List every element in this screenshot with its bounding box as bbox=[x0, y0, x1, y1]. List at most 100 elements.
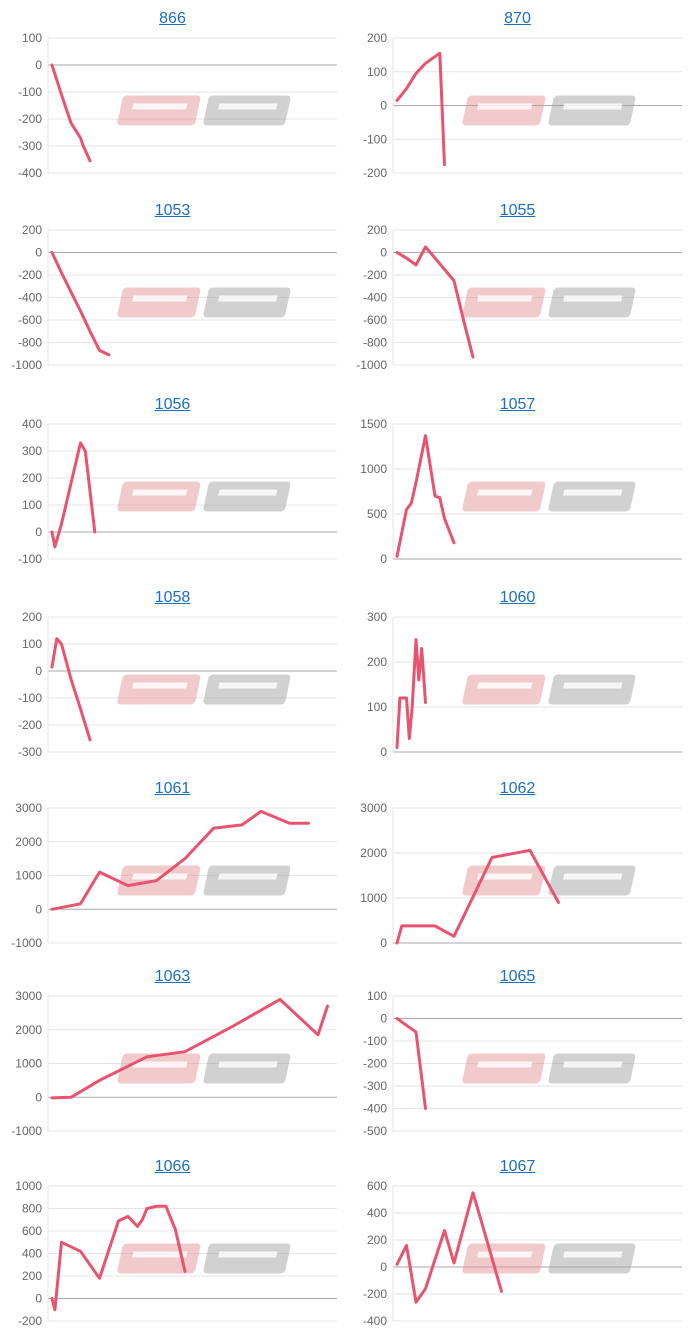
y-tick-label: 3000 bbox=[15, 989, 42, 1003]
y-tick-label: 0 bbox=[35, 246, 42, 260]
chart-1056: 1056 400 300 200 100 0 -100 bbox=[0, 386, 345, 576]
y-tick-label: 400 bbox=[367, 1206, 387, 1220]
chart-1066: 1066 1000 800 600 400 200 0 -200 bbox=[0, 1148, 345, 1338]
chart-title-link[interactable]: 870 bbox=[504, 10, 531, 27]
watermark-logo bbox=[462, 287, 636, 318]
watermark-logo bbox=[117, 674, 291, 705]
chart-866: 866 100 0 -100 -200 -300 -400 bbox=[0, 0, 345, 190]
watermark-logo bbox=[462, 865, 636, 896]
y-tick-label: -100 bbox=[18, 691, 42, 705]
y-tick-label: 300 bbox=[367, 610, 387, 624]
series-line bbox=[395, 848, 560, 945]
y-tick-label: 200 bbox=[367, 1233, 387, 1247]
y-tick-label: 3000 bbox=[360, 801, 387, 815]
series-line bbox=[50, 997, 329, 1100]
watermark-shape bbox=[218, 295, 278, 302]
watermark-logo bbox=[462, 95, 636, 126]
chart-plot: 200 0 -200 -400 -600 -800 -1000 bbox=[11, 223, 337, 372]
y-tick-label: -400 bbox=[18, 291, 42, 305]
y-tick-label: 100 bbox=[22, 31, 42, 45]
y-tick-label: 100 bbox=[22, 637, 42, 651]
chart-plot: 100 0 -100 -200 -300 -400 -500 bbox=[363, 989, 682, 1138]
chart-plot: 400 300 200 100 0 -100 bbox=[18, 417, 337, 566]
y-tick-label: 1000 bbox=[15, 1179, 42, 1193]
watermark-logo bbox=[117, 1243, 291, 1274]
y-tick-label: 1000 bbox=[15, 869, 42, 883]
chart-title-link[interactable]: 1065 bbox=[499, 968, 536, 985]
y-tick-label: 400 bbox=[22, 417, 42, 431]
chart-title-link[interactable]: 1063 bbox=[154, 968, 191, 985]
y-tick-label: 100 bbox=[367, 65, 387, 79]
chart-title-link[interactable]: 1066 bbox=[154, 1158, 191, 1175]
chart-title-link[interactable]: 1067 bbox=[499, 1158, 536, 1175]
chart-title-link[interactable]: 1055 bbox=[499, 202, 536, 219]
chart-title-link[interactable]: 1060 bbox=[499, 589, 536, 606]
y-tick-label: 2000 bbox=[15, 1023, 42, 1037]
chart-plot: 1000 800 600 400 200 0 -200 bbox=[15, 1179, 337, 1328]
watermark-shape bbox=[218, 1061, 278, 1068]
chart-title-link[interactable]: 1057 bbox=[499, 396, 536, 413]
y-tick-label: -400 bbox=[363, 1102, 387, 1116]
y-tick-label: -100 bbox=[363, 1034, 387, 1048]
y-tick-label: 2000 bbox=[15, 835, 42, 849]
y-tick-label: -100 bbox=[18, 552, 42, 566]
chart-title-link[interactable]: 1061 bbox=[154, 780, 191, 797]
watermark-shape bbox=[563, 489, 623, 496]
chart-title-link[interactable]: 1053 bbox=[154, 202, 191, 219]
y-tick-label: 400 bbox=[22, 1247, 42, 1261]
watermark-shape bbox=[563, 682, 623, 689]
watermark-shape bbox=[548, 95, 636, 126]
watermark-shape bbox=[203, 1053, 291, 1084]
y-tick-label: 600 bbox=[22, 1224, 42, 1238]
series-line bbox=[395, 51, 446, 167]
y-tick-label: 0 bbox=[35, 1292, 42, 1306]
watermark-shape bbox=[477, 1251, 533, 1258]
y-tick-label: 2000 bbox=[360, 846, 387, 860]
y-tick-label: 1500 bbox=[360, 417, 387, 431]
y-tick-label: 0 bbox=[35, 1090, 42, 1104]
y-tick-label: -800 bbox=[363, 336, 387, 350]
y-tick-label: 0 bbox=[380, 552, 387, 566]
chart-1057: 1057 1500 1000 500 0 bbox=[345, 386, 690, 576]
watermark-shape bbox=[203, 865, 291, 896]
chart-plot: 600 400 200 0 -200 -400 bbox=[363, 1179, 682, 1328]
y-tick-label: 200 bbox=[22, 610, 42, 624]
watermark-shape bbox=[117, 95, 201, 126]
chart-plot: 200 0 -200 -400 -600 -800 -1000 bbox=[356, 223, 682, 372]
chart-title-link[interactable]: 1062 bbox=[499, 780, 536, 797]
chart-plot: 200 100 0 -100 -200 bbox=[363, 31, 682, 180]
chart-title-link[interactable]: 1058 bbox=[154, 589, 191, 606]
y-tick-label: 0 bbox=[380, 246, 387, 260]
y-tick-label: -400 bbox=[363, 291, 387, 305]
chart-1065: 1065 100 0 -100 -200 -300 -400 -500 bbox=[345, 958, 690, 1148]
watermark-shape bbox=[477, 295, 533, 302]
y-tick-label: 500 bbox=[367, 507, 387, 521]
watermark-shape bbox=[548, 481, 636, 512]
watermark-shape bbox=[132, 489, 188, 496]
y-tick-label: 100 bbox=[367, 989, 387, 1003]
y-tick-label: 3000 bbox=[15, 801, 42, 815]
y-tick-label: 0 bbox=[35, 525, 42, 539]
y-tick-label: 0 bbox=[380, 745, 387, 759]
y-tick-label: 100 bbox=[367, 700, 387, 714]
y-tick-label: -200 bbox=[18, 268, 42, 282]
watermark-shape bbox=[477, 873, 533, 880]
y-tick-label: 200 bbox=[367, 31, 387, 45]
y-tick-label: -500 bbox=[363, 1124, 387, 1138]
chart-plot: 3000 2000 1000 0 bbox=[360, 801, 682, 950]
watermark-logo bbox=[462, 1053, 636, 1084]
chart-title-link[interactable]: 1056 bbox=[154, 396, 191, 413]
chart-plot: 200 100 0 -100 -200 -300 bbox=[18, 610, 337, 759]
watermark-shape bbox=[203, 95, 291, 126]
watermark-shape bbox=[462, 674, 546, 705]
watermark-shape bbox=[218, 1251, 278, 1258]
y-tick-label: -200 bbox=[18, 112, 42, 126]
watermark-shape bbox=[548, 1053, 636, 1084]
y-tick-label: 1000 bbox=[360, 891, 387, 905]
y-tick-label: 200 bbox=[22, 223, 42, 237]
chart-plot: 1500 1000 500 0 bbox=[360, 417, 682, 566]
watermark-shape bbox=[563, 295, 623, 302]
series-line bbox=[395, 434, 456, 558]
chart-title-link[interactable]: 866 bbox=[159, 10, 186, 27]
watermark-logo bbox=[462, 481, 636, 512]
